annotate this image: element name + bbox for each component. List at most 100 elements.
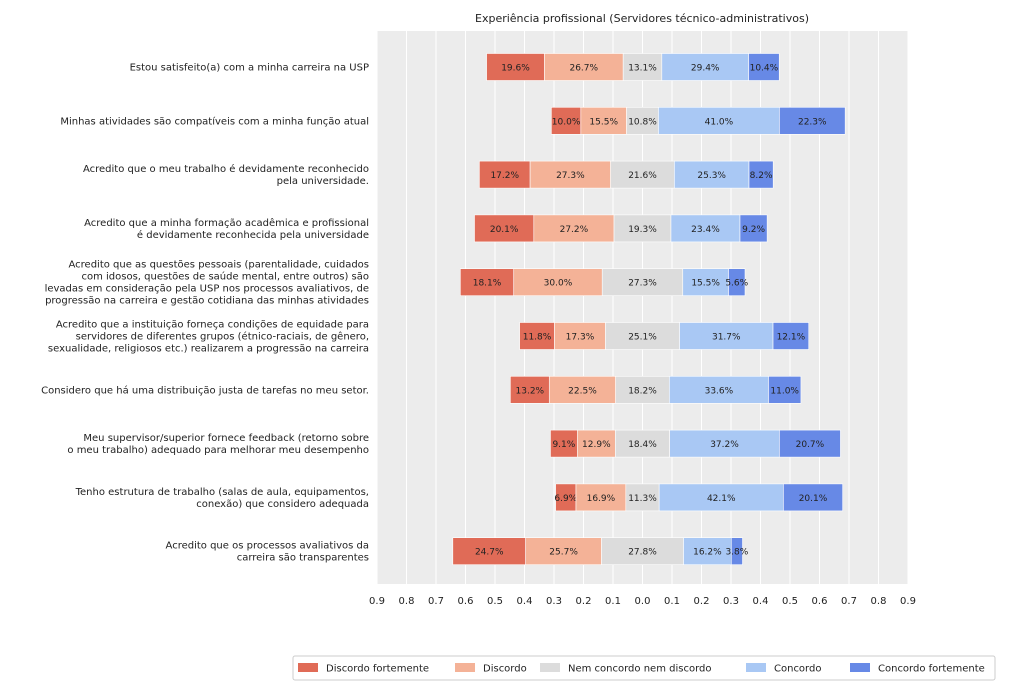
bar-value-label: 25.3% [697,171,726,181]
bar-nem-concordo-nem-discordo [601,268,684,297]
bar-concordo-fortemente [783,483,843,512]
bar-concordo-fortemente [748,160,774,189]
bar-value-label: 17.3% [566,333,595,343]
bar-value-label: 25.1% [628,333,657,343]
bar-value-label: 16.9% [587,494,616,504]
bar-value-label: 9.2% [742,225,765,235]
bar-value-label: 10.0% [552,117,581,127]
x-tick-label: 0.7 [428,596,444,607]
bar-nem-concordo-nem-discordo [601,537,684,566]
bar-discordo [548,375,616,404]
legend-label: Concordo [774,664,821,675]
question-label: Meu supervisor/superior fornece feedback… [67,433,369,456]
legend-swatch [455,663,475,672]
bar-value-label: 27.3% [628,279,657,289]
question-labels: Estou satisfeito(a) com a minha carreira… [41,63,369,564]
bar-value-label: 24.7% [475,548,504,558]
x-tick-label: 0.4 [517,596,533,607]
bar-concordo [669,375,769,404]
x-tick-label: 0.8 [399,596,415,607]
x-tick-label: 0.7 [841,596,857,607]
legend: Discordo fortemente Discordo Nem concordo … [292,655,996,681]
bar-concordo [674,160,750,189]
bar-value-label: 13.1% [628,64,657,74]
bar-discordo-fortemente [474,214,535,243]
bar-discordo [575,483,627,512]
bar-discordo-fortemente [551,107,582,135]
bar-value-label: 15.5% [691,279,720,289]
x-tick-label: 0.0 [635,596,651,607]
bar-value-label: 5.6% [725,279,748,289]
bar-value-label: 9.1% [552,440,575,450]
bar-discordo-fortemente [550,429,578,458]
question-label: Estou satisfeito(a) com a minha carreira… [130,63,369,74]
bar-value-label: 12.9% [582,440,611,450]
bar-value-label: 27.2% [560,225,589,235]
bar-value-label: 20.1% [490,225,519,235]
bar-concordo [669,429,780,458]
bar-value-label: 42.1% [707,494,736,504]
bar-concordo [679,322,774,350]
bar-value-label: 19.3% [628,225,657,235]
bar-value-label: 25.7% [549,548,578,558]
x-ticks: 0.9 0.8 0.7 0.6 0.5 0.4 0.3 0.2 0.1 0.0 0.1 0.2 0.3 0… [369,596,916,607]
bar-value-label: 18.1% [473,279,502,289]
bar-value-label: 10.8% [628,117,657,127]
bar-discordo-fortemente [479,160,531,189]
bar-value-label: 31.7% [712,333,741,343]
bar-concordo-fortemente [728,268,746,297]
legend-label: Nem concordo nem discordo [568,664,711,675]
bar-value-label: 15.5% [589,117,618,127]
bar-nem-concordo-nem-discordo [625,483,660,512]
bar-value-label: 3.8% [725,548,748,558]
x-tick-label: 0.1 [664,596,680,607]
question-label: Acredito que a instituição forneça condi… [48,320,369,355]
bar-value-label: 33.6% [705,386,734,396]
bar-value-label: 12.1% [777,333,806,343]
x-tick-label: 0.1 [605,596,621,607]
bar-discordo [580,107,627,135]
question-label: Acredito que a minha formação acadêmica … [84,217,369,241]
chart-title: Experiência profissional (Servidores téc… [475,12,809,25]
bar-concordo-fortemente [779,107,846,135]
bar-discordo-fortemente [510,375,550,404]
x-tick-label: 0.6 [812,596,828,607]
bar-concordo-fortemente [772,322,810,350]
bars-group: 19.6% 26.7% 13.1% 29.4% 10.4% 10.0% 15.5% 10.8%… [452,53,846,566]
bar-value-label: 18.4% [628,440,657,450]
bar-value-label: 16.2% [693,548,722,558]
x-tick-label: 0.8 [871,596,887,607]
bar-value-label: 11.3% [628,494,657,504]
bar-nem-concordo-nem-discordo [613,214,672,243]
bar-discordo [525,537,602,566]
bar-value-label: 41.0% [705,117,734,127]
bar-concordo-fortemente [730,537,743,566]
bar-value-label: 22.3% [798,117,827,127]
bar-concordo [658,483,784,512]
x-tick-label: 0.4 [753,596,769,607]
bar-concordo [661,53,749,81]
x-tick-label: 0.3 [723,596,739,607]
bar-value-label: 27.8% [628,548,657,558]
bar-value-label: 10.4% [750,64,779,74]
x-tick-label: 0.5 [782,596,798,607]
bar-discordo [529,160,611,189]
bar-concordo-fortemente [748,53,780,81]
bar-discordo [544,53,624,81]
bar-concordo-fortemente [768,375,802,404]
bar-value-label: 22.5% [568,386,597,396]
bar-value-label: 11.8% [523,333,552,343]
bar-nem-concordo-nem-discordo [626,107,659,135]
bar-value-label: 8.2% [750,171,773,181]
bar-concordo-fortemente [739,214,768,243]
x-tick-label: 0.5 [487,596,503,607]
bar-value-label: 11.0% [770,386,799,396]
bar-value-label: 13.2% [516,386,545,396]
question-label: Acredito que as questões pessoais (paren… [45,260,369,307]
bar-value-label: 17.2% [490,171,519,181]
bar-discordo-fortemente [519,322,555,350]
x-tick-label: 0.6 [458,596,474,607]
x-tick-label: 0.3 [546,596,562,607]
bar-nem-concordo-nem-discordo [615,429,670,458]
